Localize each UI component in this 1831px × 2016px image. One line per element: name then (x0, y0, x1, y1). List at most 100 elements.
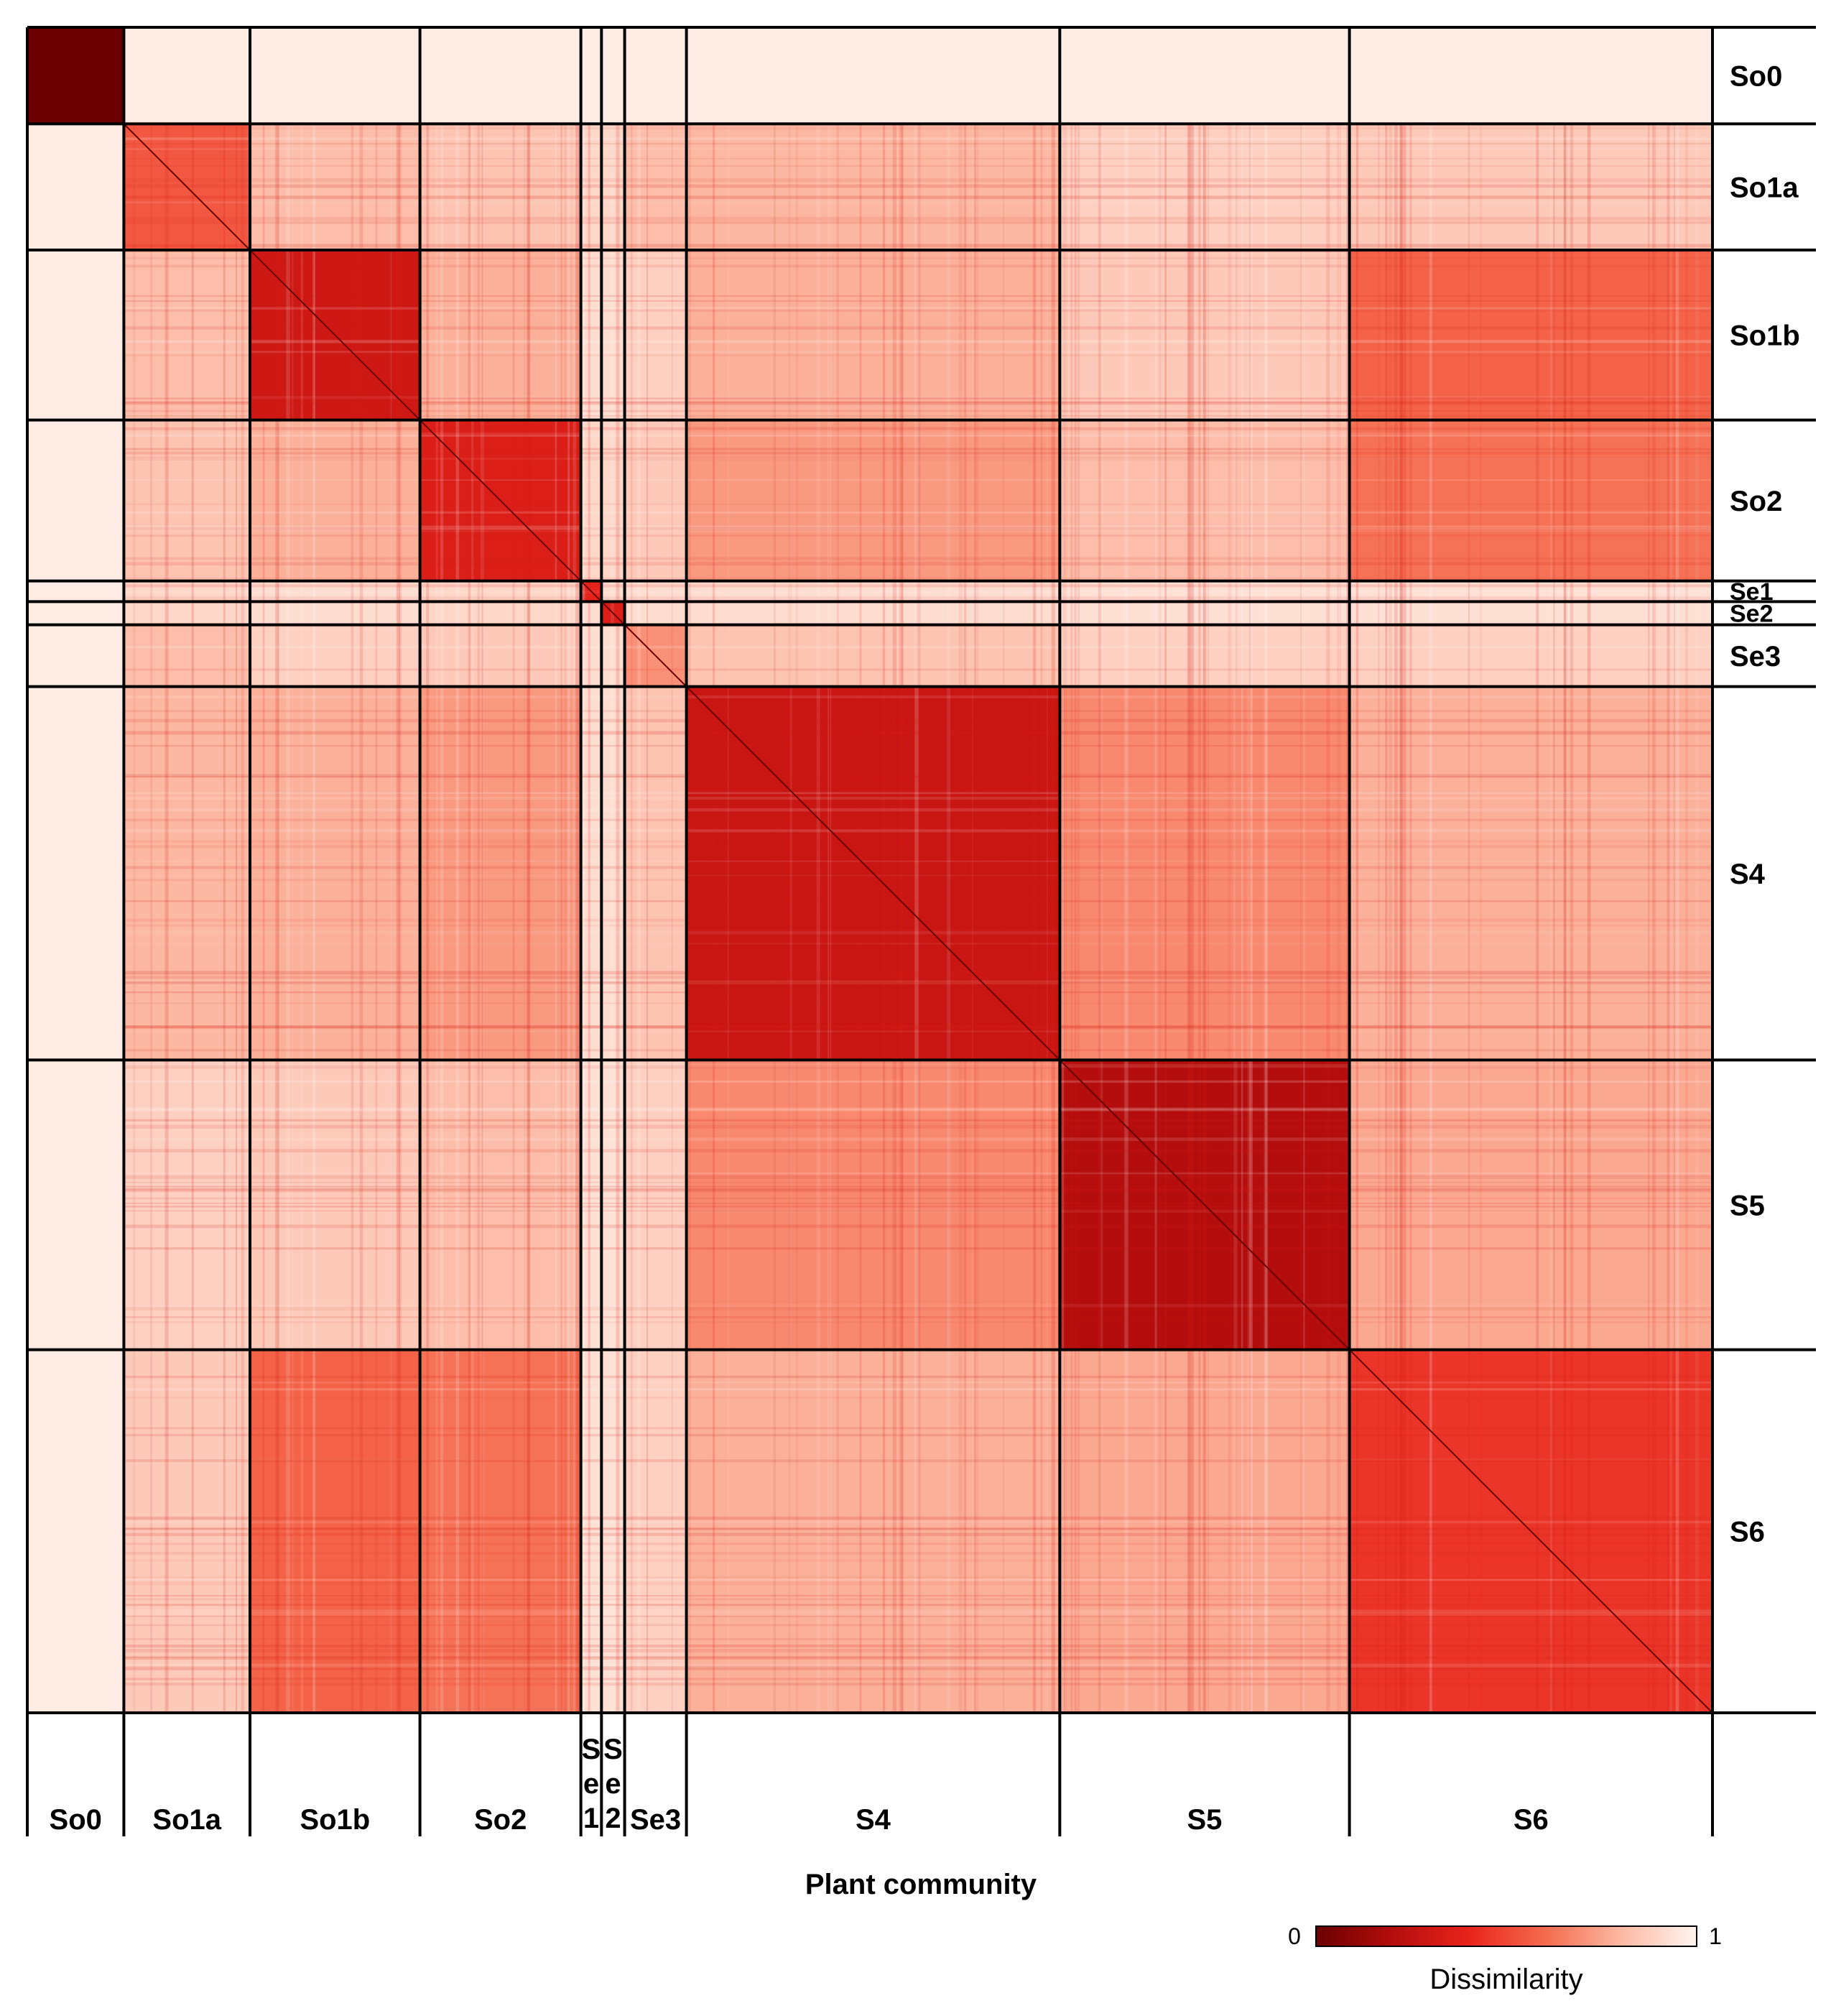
heatmap-column-stripe (789, 124, 792, 1714)
heatmap-row-stripe (124, 479, 1713, 481)
heatmap-column-stripe (727, 124, 730, 1714)
heatmap-column-stripe (1003, 124, 1005, 1714)
heatmap-row-stripe (124, 981, 1713, 984)
heatmap-row-stripe (124, 1247, 1713, 1250)
heatmap-column-stripe (882, 124, 886, 1714)
heatmap-row-stripe (124, 1080, 1713, 1083)
heatmap-row-stripe (124, 1532, 1713, 1537)
heatmap-column-stripe (164, 124, 169, 1714)
heatmap-row-stripe (124, 774, 1713, 778)
heatmap-column-stripe (1695, 124, 1700, 1714)
heatmap-column-stripe (477, 124, 480, 1714)
heatmap-column-stripe (795, 124, 799, 1714)
heatmap-block-So0-So0 (27, 27, 124, 124)
heatmap-row-stripe (124, 1666, 1713, 1670)
heatmap-row-stripe (124, 148, 1713, 150)
heatmap-block-So2-Se3 (624, 420, 687, 581)
heatmap-column-stripe (567, 124, 570, 1714)
heatmap-block-Se1-So1b (250, 581, 420, 602)
heatmap-row-stripe (124, 924, 1713, 927)
heatmap-column-stripe (1402, 124, 1404, 1714)
heatmap-row-stripe (124, 1581, 1713, 1585)
heatmap-row-stripe (124, 1656, 1713, 1660)
heatmap-column-stripe (1479, 124, 1483, 1714)
heatmap-block-So1b-S4 (686, 250, 1060, 420)
heatmap-column-stripe (1404, 124, 1406, 1714)
heatmap-row-stripe (124, 401, 1713, 403)
heatmap-block-Se2-So1a (124, 601, 251, 625)
heatmap-column-stripe (788, 124, 792, 1714)
heatmap-column-stripe (1241, 124, 1243, 1714)
heatmap-block-So2-So0 (27, 420, 124, 581)
heatmap-row-stripe (124, 1396, 1713, 1399)
heatmap-column-stripe (435, 124, 438, 1714)
heatmap-column-stripe (1164, 124, 1167, 1714)
heatmap-row-stripe (124, 165, 1713, 167)
y-tick-label: So1b (1730, 320, 1800, 352)
heatmap-row-stripe (124, 1175, 1713, 1179)
heatmap-block-Se2-S5 (1060, 601, 1350, 625)
heatmap-row-stripe (124, 976, 1713, 979)
heatmap-row-stripe (124, 981, 1713, 984)
heatmap-row-stripe (124, 1388, 1713, 1391)
heatmap-column-stripe (1062, 124, 1065, 1714)
heatmap-row-stripe (124, 562, 1713, 566)
heatmap-row-stripe (124, 1458, 1713, 1461)
heatmap-block-So1b-Se1 (580, 250, 602, 420)
heatmap-row-stripe (124, 1188, 1713, 1193)
heatmap-block-So1a-S5 (1060, 124, 1350, 251)
heatmap-row-stripe (124, 645, 1713, 649)
heatmap-block-So0-Se3 (624, 27, 687, 124)
heatmap-block-S5-So0 (27, 1060, 124, 1350)
heatmap-block-S5-So2 (419, 1060, 581, 1350)
heatmap-block-S4-So0 (27, 686, 124, 1060)
diagonal-line (123, 123, 1713, 1714)
heatmap-column-stripe (235, 124, 238, 1714)
heatmap-row-stripe (124, 1209, 1713, 1213)
heatmap-row-stripe (124, 300, 1713, 302)
heatmap-block-S6-So1a (124, 1349, 251, 1713)
heatmap-row-stripe (124, 1172, 1713, 1175)
heatmap-row-stripe (124, 527, 1713, 530)
x-tick-label: So2 (474, 1804, 527, 1836)
heatmap-block-So1a-Se3 (624, 124, 687, 251)
heatmap-column-stripe (560, 124, 562, 1714)
heatmap-column-stripe (555, 124, 557, 1714)
heatmap-row-stripe (124, 1025, 1713, 1029)
heatmap-row-stripe (124, 535, 1713, 537)
heatmap-row-stripe (124, 525, 1713, 530)
heatmap-column-stripe (291, 124, 294, 1714)
heatmap-row-stripe (124, 731, 1713, 735)
heatmap-column-stripe (524, 124, 526, 1714)
heatmap-block-Se1-So2 (419, 581, 581, 602)
y-tick-label: Se1 (1730, 578, 1774, 606)
heatmap-row-stripe (124, 448, 1713, 450)
heatmap-column-stripe (390, 124, 392, 1714)
heatmap-column-stripe (1077, 124, 1080, 1714)
heatmap-column-stripe (1233, 124, 1238, 1714)
heatmap-row-stripe (124, 1624, 1713, 1627)
heatmap-column-stripe (471, 124, 474, 1714)
heatmap-column-stripe (1648, 124, 1650, 1714)
heatmap-column-stripe (1587, 124, 1591, 1714)
heatmap-block-So1b-So1a (124, 250, 251, 420)
heatmap-row-stripe (124, 584, 1713, 588)
heatmap-block-S6-Se2 (601, 1349, 625, 1713)
heatmap-block-S5-S4 (686, 1060, 1060, 1350)
heatmap-column-stripe (455, 124, 460, 1714)
heatmap-row-stripe (124, 971, 1713, 974)
heatmap-column-stripe (512, 124, 515, 1714)
x-tick-label: Se3 (630, 1804, 681, 1836)
heatmap-block-So0-Se2 (601, 27, 625, 124)
heatmap-row-stripe (124, 1025, 1713, 1029)
heatmap-column-stripe (859, 124, 862, 1714)
x-tick-label: So1a (152, 1804, 221, 1836)
heatmap-row-stripe (124, 1316, 1713, 1318)
heatmap-block-S6-S5 (1060, 1349, 1350, 1713)
heatmap-row-stripe (124, 1202, 1713, 1204)
heatmap-column-stripe (133, 124, 136, 1714)
heatmap-column-stripe (637, 124, 641, 1714)
heatmap-row-stripe (124, 1527, 1713, 1530)
heatmap-block-So0-S5 (1060, 27, 1350, 124)
heatmap-column-stripe (440, 124, 444, 1714)
